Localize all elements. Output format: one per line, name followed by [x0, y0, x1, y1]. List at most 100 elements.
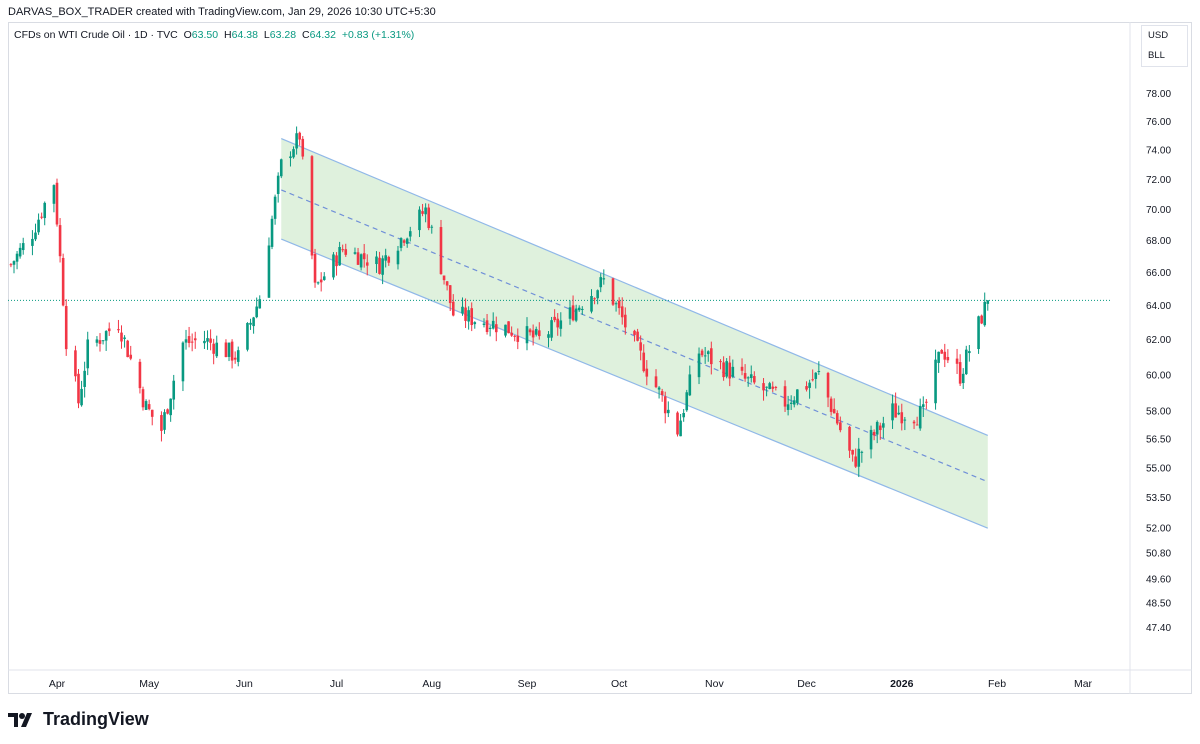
- candle-body: [525, 326, 529, 344]
- candle-body: [83, 370, 86, 387]
- candle-body: [878, 425, 882, 431]
- candle-body: [252, 317, 255, 327]
- candle-body: [577, 307, 581, 311]
- y-tick-label: 76.00: [1146, 117, 1171, 128]
- candle-body: [184, 339, 188, 343]
- candle-body: [550, 320, 553, 338]
- candle-body: [731, 366, 735, 377]
- candle-body: [215, 342, 219, 357]
- candle-body: [746, 377, 750, 379]
- candle-body: [860, 451, 864, 453]
- candle-body: [74, 350, 77, 377]
- candle-body: [43, 202, 47, 219]
- candle-body: [494, 324, 498, 333]
- candle-body: [559, 320, 563, 329]
- candle-body: [657, 387, 661, 390]
- y-tick-label: 62.00: [1146, 335, 1171, 346]
- candle-body: [749, 374, 753, 379]
- candle-body: [138, 361, 142, 389]
- candle-body: [270, 218, 274, 247]
- y-tick-label: 56.50: [1146, 435, 1171, 446]
- candle-body: [921, 404, 925, 407]
- candle-body: [940, 350, 944, 354]
- candle-body: [169, 398, 172, 416]
- candle-body: [473, 322, 477, 325]
- candle-body: [700, 350, 704, 356]
- candle-body: [439, 227, 443, 275]
- candle-body: [464, 307, 467, 321]
- candle-body: [362, 253, 366, 260]
- candle-body: [230, 341, 234, 361]
- candle-body: [405, 238, 409, 244]
- candle-body: [682, 412, 685, 418]
- candle-body: [384, 255, 387, 261]
- candle-body: [961, 373, 965, 384]
- candle-body: [58, 225, 62, 257]
- candle-body: [301, 138, 305, 157]
- candle-body: [946, 356, 950, 361]
- candle-body: [338, 247, 341, 266]
- candle-body: [37, 219, 40, 233]
- candle-body: [488, 327, 492, 329]
- candle-body: [295, 133, 298, 149]
- candle-body: [835, 413, 839, 424]
- candle-body: [848, 426, 851, 451]
- candle-body: [332, 254, 335, 278]
- candle-body: [359, 254, 363, 268]
- candle-body: [421, 211, 424, 214]
- candle-body: [356, 252, 360, 265]
- chart-frame: [8, 22, 1192, 694]
- candle-body: [639, 342, 642, 351]
- candle-body: [528, 329, 532, 333]
- candle-body: [129, 354, 133, 359]
- candle-body: [934, 359, 937, 404]
- candle-body: [430, 226, 434, 228]
- candle-body: [968, 351, 971, 354]
- candle-body: [703, 355, 707, 357]
- candle-body: [547, 334, 550, 338]
- candle-body: [190, 341, 194, 343]
- candle-body: [590, 295, 593, 312]
- candle-body: [719, 361, 722, 363]
- candle-body: [150, 409, 154, 417]
- candle-body: [18, 247, 22, 257]
- candle-body: [817, 370, 821, 372]
- candle-body: [753, 376, 756, 383]
- volume-unit: BLL: [1148, 50, 1165, 61]
- candle-body: [955, 358, 959, 364]
- symbol-legend[interactable]: CFDs on WTI Crude Oil · 1D · TVC O63.50 H…: [14, 29, 414, 41]
- y-tick-label: 47.40: [1146, 623, 1171, 634]
- candle-body: [31, 238, 34, 246]
- candle-body: [762, 383, 765, 391]
- candle-body: [875, 421, 879, 435]
- candle-body: [279, 159, 283, 177]
- candle-body: [310, 156, 314, 256]
- candle-body: [599, 277, 603, 288]
- candle-body: [792, 400, 796, 405]
- candle-body: [568, 307, 572, 319]
- x-tick-label: Dec: [797, 678, 816, 690]
- candle-body: [872, 431, 876, 436]
- currency-unit: USD: [1148, 30, 1169, 41]
- candle-body: [209, 338, 212, 343]
- candle-body: [915, 424, 919, 426]
- y-tick-label: 52.00: [1146, 524, 1171, 535]
- low-label: L: [263, 29, 270, 41]
- candle-body: [298, 132, 301, 140]
- candle-body: [900, 412, 904, 424]
- candle-body: [141, 389, 145, 408]
- candle-body: [61, 257, 65, 306]
- candle-body: [808, 382, 811, 388]
- candle-body: [617, 300, 621, 309]
- candle-body: [461, 306, 464, 314]
- candle-body: [86, 339, 90, 369]
- candle-body: [335, 255, 338, 267]
- candle-body: [163, 412, 166, 430]
- candle-body: [378, 257, 381, 274]
- candle-body: [513, 335, 517, 337]
- unit-selector[interactable]: USD BLL: [1141, 25, 1188, 67]
- x-tick-label: Aug: [422, 678, 441, 690]
- y-tick-label: 50.80: [1146, 549, 1171, 560]
- candle-body: [273, 196, 277, 219]
